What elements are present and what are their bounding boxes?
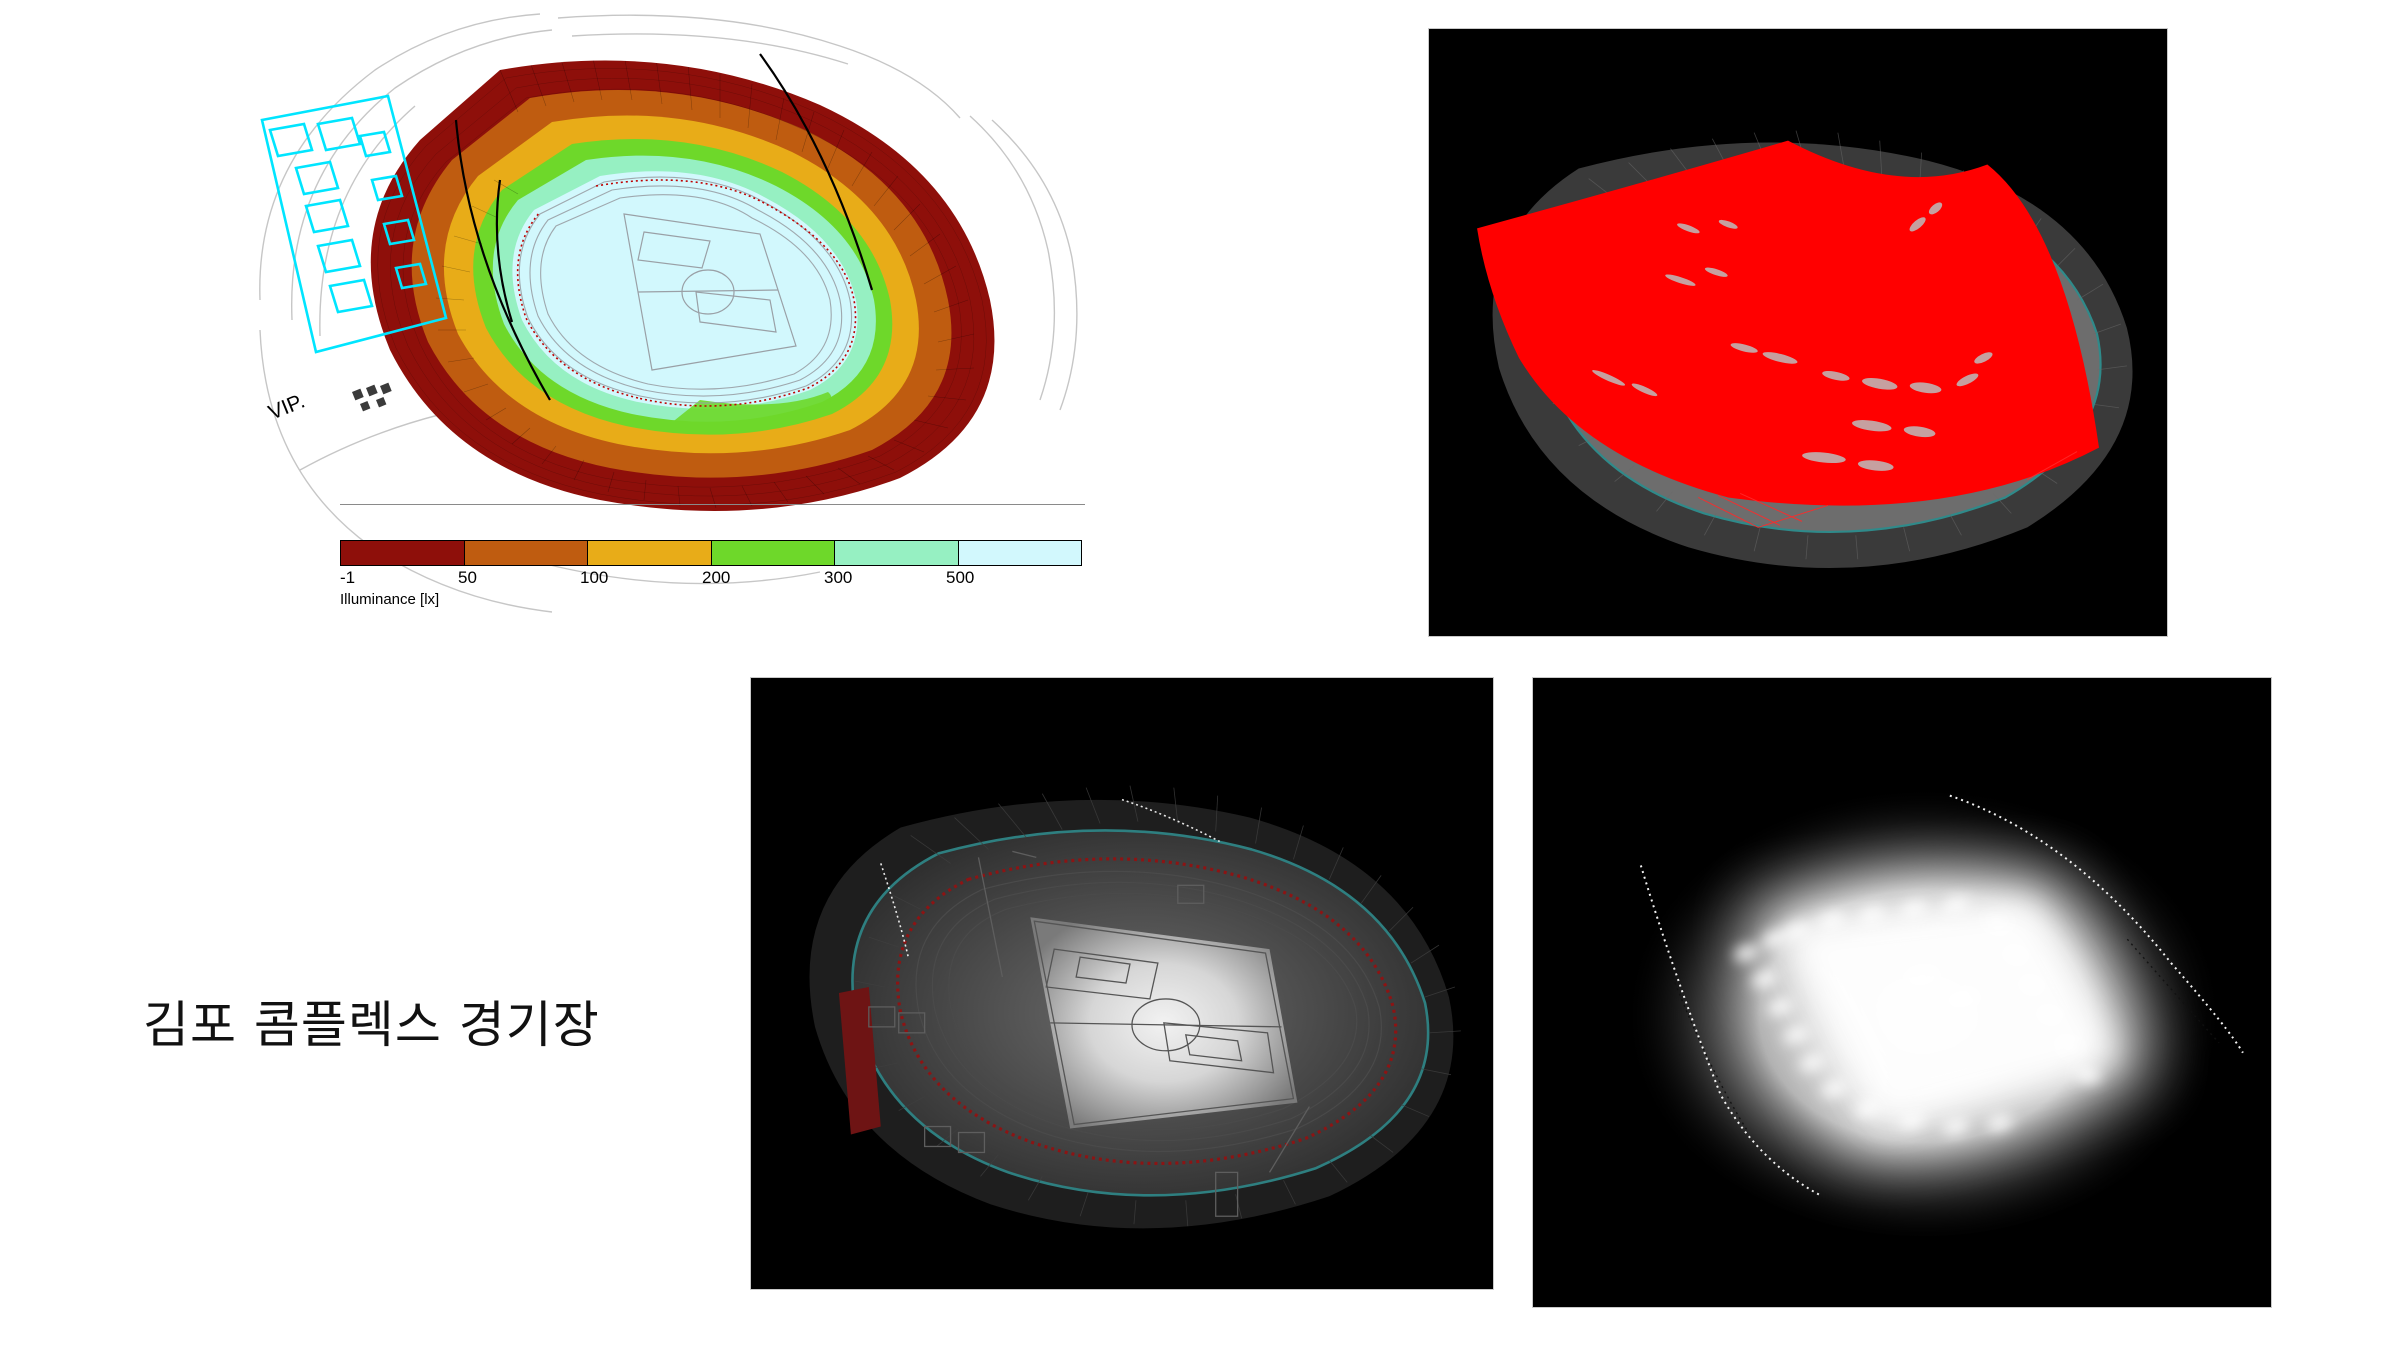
legend-divider-rule — [340, 504, 1085, 505]
panel-illuminance-plan: VIP. — [200, 0, 1130, 640]
glare-core-inner — [1782, 901, 2120, 1125]
track-dotted — [896, 857, 1398, 1166]
vip-label: VIP. — [265, 389, 308, 424]
pitch-markings — [1033, 920, 1295, 1126]
band-field-cyan — [512, 171, 858, 409]
floodlight-streaks — [880, 798, 1221, 960]
panel-grayscale-render — [750, 677, 1494, 1290]
site-contour-lines — [259, 13, 1078, 613]
mesh-gaps — [1592, 202, 1993, 471]
panel-glare-map — [1532, 677, 2272, 1308]
floodlight-beam-curves — [454, 53, 874, 401]
seating-hatch — [854, 785, 1461, 1227]
floodlight-arc-traces — [1639, 794, 2244, 1198]
legend-band-4 — [835, 541, 959, 565]
legend-tick-0: -1 — [340, 568, 356, 587]
track-linework — [518, 176, 853, 404]
legend-band-3 — [711, 541, 835, 565]
legend-band-2 — [588, 541, 712, 565]
legend-tick-1: 50 — [458, 568, 477, 587]
legend-band-0 — [341, 541, 465, 565]
legend-tick-4: 300 — [824, 568, 853, 587]
mesh-wire-fringe — [1698, 451, 2078, 528]
structure-outlines — [868, 850, 1310, 1217]
legend-band-5 — [958, 541, 1081, 565]
track-linework — [915, 870, 1382, 1153]
luminaire-blobs — [1733, 897, 2101, 1135]
legend-tick-5: 500 — [946, 568, 975, 587]
legend-tick-labels: -1 50 100 200 300 500 — [340, 568, 1085, 590]
red-boundary-dots — [516, 179, 857, 407]
slide-caption: 김포 콤플렉스 경기장 — [143, 996, 600, 1054]
pitch-outline — [623, 213, 797, 371]
legend-color-bar — [340, 540, 1082, 566]
panel-red-surface — [1428, 28, 2168, 637]
legend-band-1 — [464, 541, 588, 565]
annex-building-outline — [260, 94, 448, 354]
legend-illuminance: -1 50 100 200 300 500 Illuminance [lx] — [340, 504, 1085, 608]
legend-tick-3: 200 — [702, 568, 731, 587]
red-iso-surface — [1477, 140, 2100, 506]
vip-extra-glyphs — [351, 382, 392, 412]
seating-rings — [377, 68, 987, 506]
seating-tier-hatch — [435, 60, 975, 509]
west-stand-red — [838, 986, 881, 1135]
legend-axis-title: Illuminance [lx] — [340, 591, 440, 608]
legend-tick-2: 100 — [580, 568, 609, 587]
band-green-lobe — [670, 392, 832, 432]
